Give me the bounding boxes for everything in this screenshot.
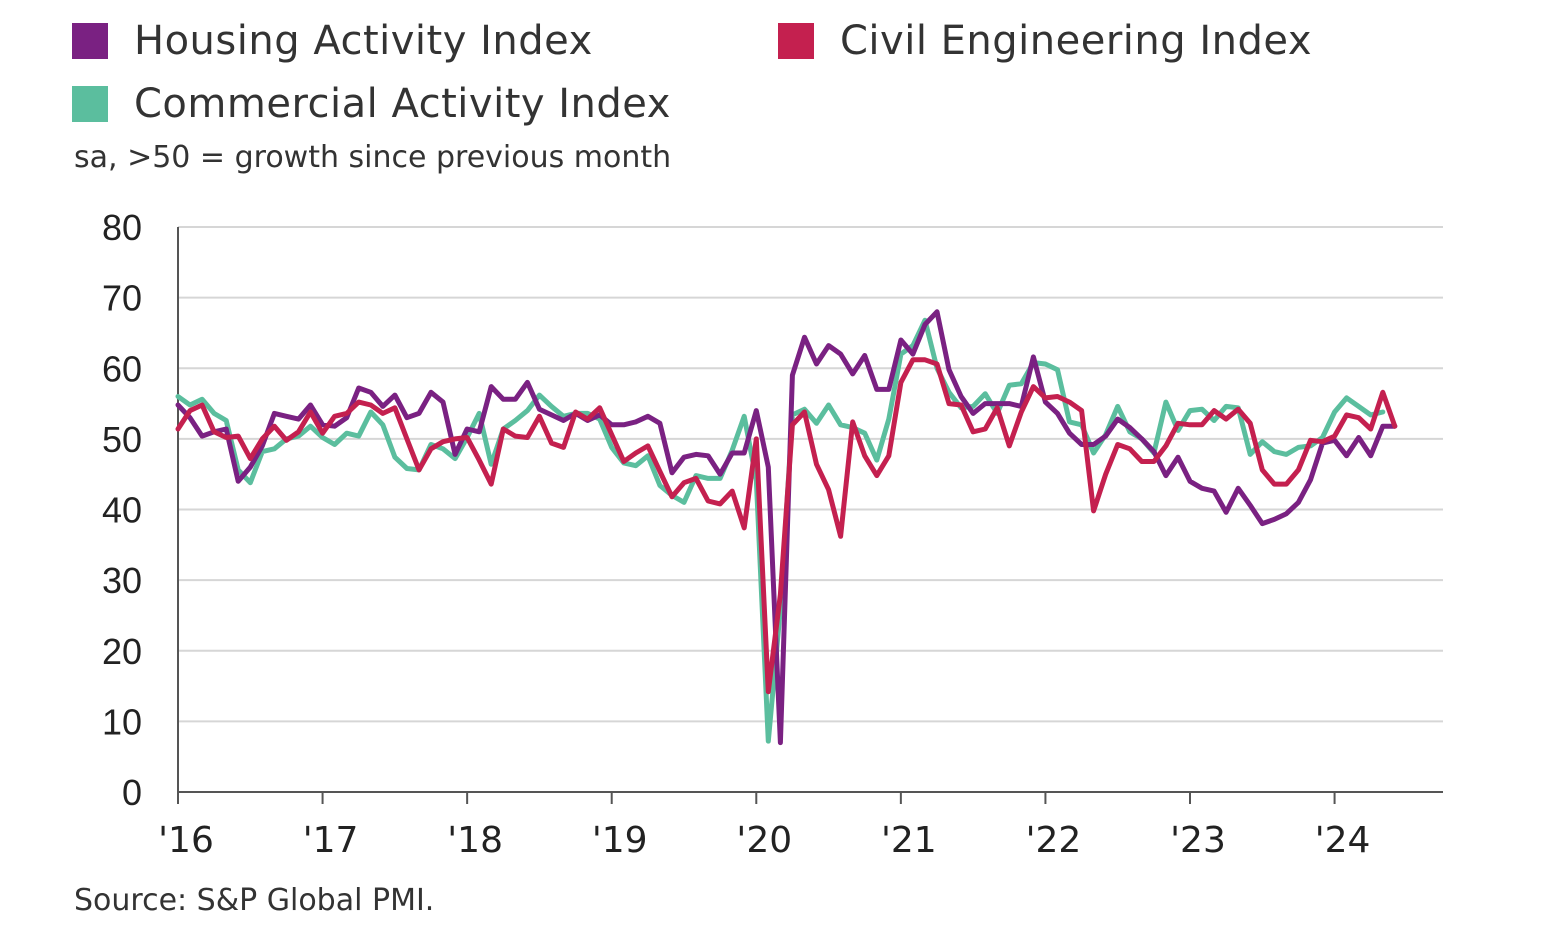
y-tick-label-70: 70 [102,278,142,319]
series-line-civil-engineering-index [175,357,1398,695]
y-tick-label-50: 50 [102,419,142,460]
x-tick-label-7: '23 [1170,820,1226,861]
y-tick-label-60: 60 [102,348,142,389]
y-tick-label-10: 10 [102,701,142,742]
chart-subtitle: sa, >50 = growth since previous month [74,140,672,175]
y-tick-label-40: 40 [102,490,142,531]
y-tick-label-20: 20 [102,631,142,672]
source-note: Source: S&P Global PMI. [74,883,435,918]
x-axis-ticks: '16 '17 '18 '19 '20 '21 '22 '23 '24 [158,792,1370,861]
series-lines [175,309,1398,746]
legend-label-commercial: Commercial Activity Index [134,81,671,127]
y-tick-label-30: 30 [102,560,142,601]
legend-swatch-civil [778,23,814,59]
y-axis-ticks: 0 10 20 30 40 50 60 70 80 [102,207,142,813]
legend-item-housing: Housing Activity Index [72,18,593,64]
axes [177,227,1443,793]
legend-label-civil: Civil Engineering Index [840,18,1312,64]
y-tick-label-0: 0 [122,772,142,813]
legend-label-housing: Housing Activity Index [134,18,593,64]
x-tick-label-0: '16 [158,820,214,861]
series-line-housing-activity-index [175,309,1398,746]
x-tick-label-5: '21 [881,820,937,861]
legend-item-commercial: Commercial Activity Index [72,81,671,127]
legend-swatch-commercial [72,86,108,122]
gridlines [178,226,1443,723]
y-tick-label-80: 80 [102,207,142,248]
legend: Housing Activity Index Civil Engineering… [0,0,1561,140]
x-tick-label-4: '20 [736,820,792,861]
x-tick-label-3: '19 [592,820,648,861]
x-tick-label-8: '24 [1315,820,1371,861]
legend-swatch-housing [72,23,108,59]
legend-item-civil: Civil Engineering Index [778,18,1312,64]
x-tick-label-1: '17 [303,820,359,861]
x-tick-label-2: '18 [447,820,503,861]
x-tick-label-6: '22 [1026,820,1082,861]
